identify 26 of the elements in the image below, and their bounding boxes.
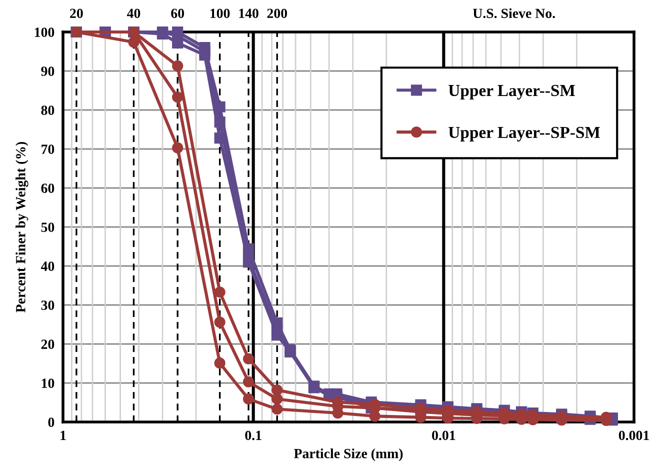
x-tick-label: 0.1 bbox=[245, 430, 262, 440]
y-tick-label: 50 bbox=[41, 222, 54, 232]
y-tick-label: 90 bbox=[41, 66, 54, 76]
y-tick-label: 20 bbox=[41, 340, 54, 349]
x-tick-label: 1 bbox=[60, 430, 66, 440]
annotation: 200 bbox=[267, 8, 287, 18]
y-tick-label: 80 bbox=[41, 106, 54, 115]
x2-axis-title: U.S. Sieve No. bbox=[472, 8, 555, 18]
y-axis-title: Percent Finer by Weight (%) bbox=[16, 142, 28, 312]
annotation: 60 bbox=[171, 8, 184, 18]
y-tick-label: 10 bbox=[42, 378, 54, 388]
annotation: 100 bbox=[210, 8, 230, 18]
legend-label: Upper Layer--SP-SM bbox=[448, 126, 600, 142]
y-tick-label: 70 bbox=[42, 144, 54, 154]
annotation: 40 bbox=[126, 8, 140, 18]
legend-label: Upper Layer--SM bbox=[448, 84, 575, 100]
y-tick-label: 30 bbox=[41, 300, 54, 310]
y-tick-label: 0 bbox=[48, 418, 54, 427]
x-axis-title: Particle Size (mm) bbox=[294, 448, 403, 462]
y-tick-label: 40 bbox=[40, 262, 54, 271]
annotation: 140 bbox=[239, 8, 258, 18]
x-tick-label: 0.01 bbox=[432, 430, 456, 440]
x-tick-label: 0.001 bbox=[618, 430, 649, 440]
y-tick-label: 100 bbox=[34, 28, 54, 37]
annotation: 20 bbox=[70, 8, 83, 18]
y-tick-label: 60 bbox=[41, 184, 54, 193]
